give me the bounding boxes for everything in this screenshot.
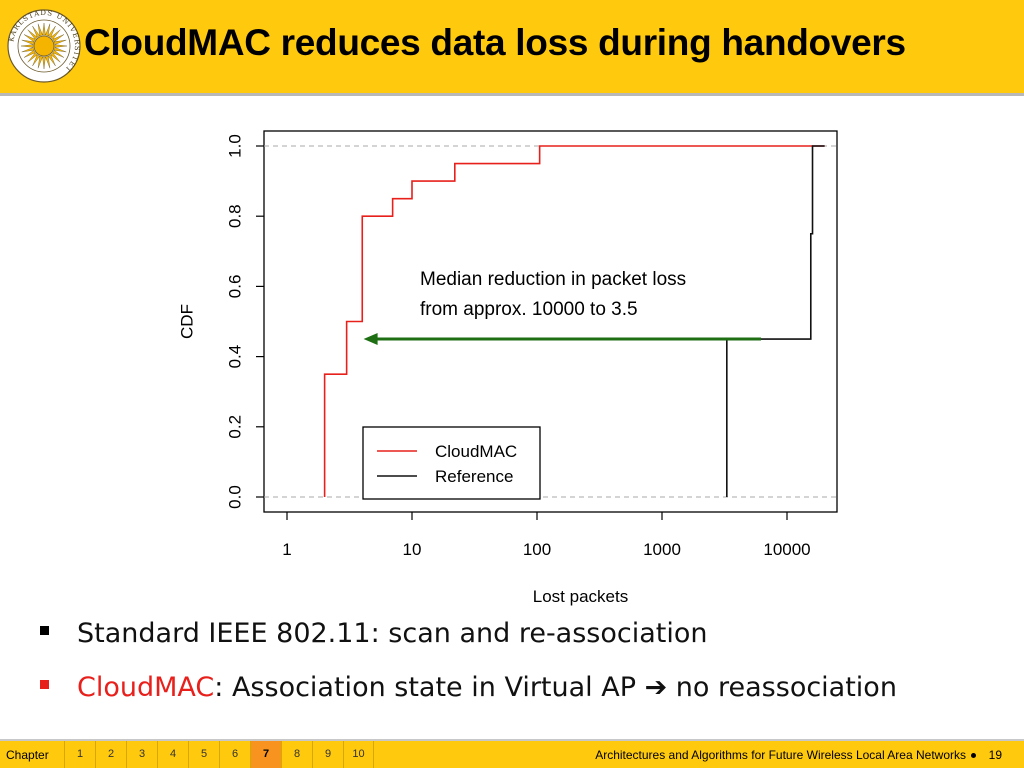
chapter-link-6[interactable]: 6 [219, 741, 250, 768]
chapter-link-5[interactable]: 5 [188, 741, 219, 768]
chapter-nav: 1 2 3 4 5 6 7 8 9 10 [64, 741, 374, 768]
y-tick-label: 0.6 [225, 275, 244, 299]
plot-frame [263, 130, 838, 513]
course-title: Architectures and Algorithms for Future … [595, 748, 966, 762]
annotation-text: from approx. 10000 to 3.5 [420, 299, 638, 320]
university-logo: KARLSTADS UNIVERSITET [7, 9, 81, 83]
page-number: 19 [988, 748, 1002, 762]
chapter-label: Chapter [6, 748, 49, 762]
y-tick-label: 0.0 [225, 485, 244, 509]
chapter-link-1[interactable]: 1 [64, 741, 95, 768]
legend-label: CloudMAC [435, 442, 517, 461]
sun-icon [20, 22, 68, 70]
chapter-link-7[interactable]: 7 [250, 741, 281, 768]
annotation-text: Median reduction in packet loss [420, 269, 686, 290]
bullet-item-cloudmac: CloudMAC: Association state in Virtual A… [40, 666, 1020, 720]
chapter-link-10[interactable]: 10 [343, 741, 374, 768]
series-line-reference [726, 145, 825, 497]
annotation-arrow-head [363, 333, 378, 346]
chapter-link-9[interactable]: 9 [312, 741, 343, 768]
series-line-cloudmac [323, 145, 825, 497]
slide-footer: Chapter 1 2 3 4 5 6 7 8 9 10 Architectures and Al… [0, 739, 1024, 768]
x-tick-label: 10000 [763, 540, 810, 559]
x-axis-label: Lost packets [533, 587, 628, 606]
bullet-text: Standard IEEE 802.11: scan and re-associ… [77, 618, 708, 649]
bullet-highlight: CloudMAC [77, 672, 215, 703]
x-tick-label: 100 [523, 540, 551, 559]
bullet-tail: no reassociation [667, 672, 897, 703]
y-axis-label: CDF [177, 304, 196, 339]
y-tick-label: 1.0 [225, 134, 244, 158]
legend-label: Reference [435, 467, 513, 486]
chart-plot-area: 1 10 100 1000 10000 0.0 0.2 0.4 0.6 0.8 1.0 Lost pa… [177, 130, 838, 606]
chapter-link-8[interactable]: 8 [281, 741, 312, 768]
cdf-chart: 1 10 100 1000 10000 0.0 0.2 0.4 0.6 0.8 1.0 Lost pa… [177, 130, 838, 606]
legend-box [362, 426, 541, 500]
x-tick-label: 10 [403, 540, 422, 559]
y-tick-label: 0.2 [225, 415, 244, 439]
chapter-link-4[interactable]: 4 [157, 741, 188, 768]
y-tick-label: 0.8 [225, 204, 244, 228]
bullet-text: : Association state in Virtual AP [214, 672, 645, 703]
y-tick-label: 0.4 [225, 345, 244, 369]
bullet-list: Standard IEEE 802.11: scan and re-associ… [40, 612, 1020, 720]
bullet-marker [40, 680, 49, 689]
right-arrow-icon: ➔ [644, 672, 668, 703]
chapter-link-3[interactable]: 3 [126, 741, 157, 768]
slide-header [0, 0, 1024, 93]
slide-title: CloudMAC reduces data loss during handov… [84, 22, 906, 63]
separator-dot [971, 753, 976, 758]
x-tick-label: 1000 [643, 540, 681, 559]
header-divider [0, 93, 1024, 96]
bullet-marker [40, 626, 49, 635]
chapter-link-2[interactable]: 2 [95, 741, 126, 768]
bullet-item-standard: Standard IEEE 802.11: scan and re-associ… [40, 612, 1020, 666]
x-tick-label: 1 [282, 540, 291, 559]
